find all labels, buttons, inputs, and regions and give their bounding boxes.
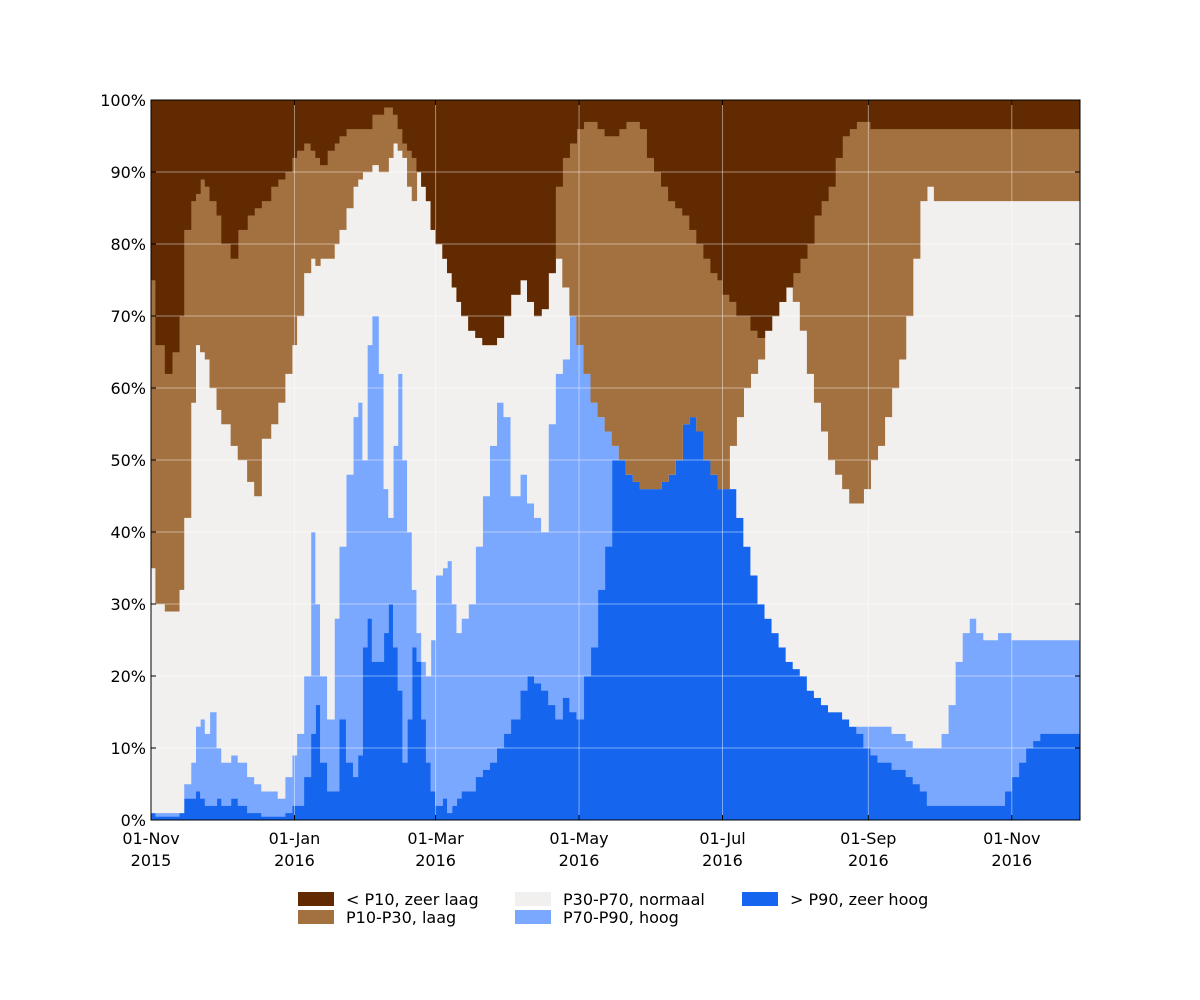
y-tick-label: 30% bbox=[110, 595, 146, 614]
y-tick-label: 0% bbox=[121, 811, 146, 830]
legend-swatch bbox=[742, 892, 778, 906]
legend-label: P30-P70, normaal bbox=[563, 890, 705, 909]
x-tick-label-year: 2016 bbox=[991, 851, 1032, 870]
legend-label: P70-P90, hoog bbox=[563, 908, 679, 927]
y-axis: 0% 10% 20% 30% 40% 50% 60% 70% 80% 90% 100% bbox=[100, 91, 1080, 830]
x-tick-label-year: 2016 bbox=[415, 851, 456, 870]
x-tick-label-year: 2016 bbox=[274, 851, 315, 870]
y-tick-label: 10% bbox=[110, 739, 146, 758]
legend-swatch bbox=[515, 910, 551, 924]
y-tick-label: 60% bbox=[110, 379, 146, 398]
legend-label: > P90, zeer hoog bbox=[790, 890, 928, 909]
legend-label: P10-P30, laag bbox=[346, 908, 456, 927]
y-tick-label: 100% bbox=[100, 91, 146, 110]
legend-swatch bbox=[298, 892, 334, 906]
legend-label: < P10, zeer laag bbox=[346, 890, 479, 909]
x-tick-label-date: 01-Mar bbox=[407, 829, 464, 848]
y-tick-label: 80% bbox=[110, 235, 146, 254]
legend-swatch bbox=[515, 892, 551, 906]
y-tick-label: 20% bbox=[110, 667, 146, 686]
y-tick-label: 50% bbox=[110, 451, 146, 470]
x-tick-label-year: 2016 bbox=[848, 851, 889, 870]
x-tick-label-date: 01-Jan bbox=[269, 829, 321, 848]
x-tick-label-year: 2016 bbox=[559, 851, 600, 870]
y-tick-label: 40% bbox=[110, 523, 146, 542]
area-layers bbox=[150, 99, 1081, 821]
x-tick-label-date: 01-Sep bbox=[840, 829, 896, 848]
x-tick-label-date: 01-Jul bbox=[699, 829, 745, 848]
legend-swatch bbox=[298, 910, 334, 924]
x-tick-label-date: 01-Nov bbox=[122, 829, 179, 848]
x-tick-label-year: 2015 bbox=[131, 851, 172, 870]
x-axis: 01-Nov 2015 01-Jan 2016 01-Mar 2016 01-May 2016… bbox=[122, 100, 1040, 870]
x-tick-label-date: 01-Nov bbox=[983, 829, 1040, 848]
y-tick-label: 70% bbox=[110, 307, 146, 326]
y-tick-label: 90% bbox=[110, 163, 146, 182]
x-tick-label-date: 01-May bbox=[549, 829, 608, 848]
x-tick-label-year: 2016 bbox=[702, 851, 743, 870]
grid-lines bbox=[150, 99, 1080, 821]
